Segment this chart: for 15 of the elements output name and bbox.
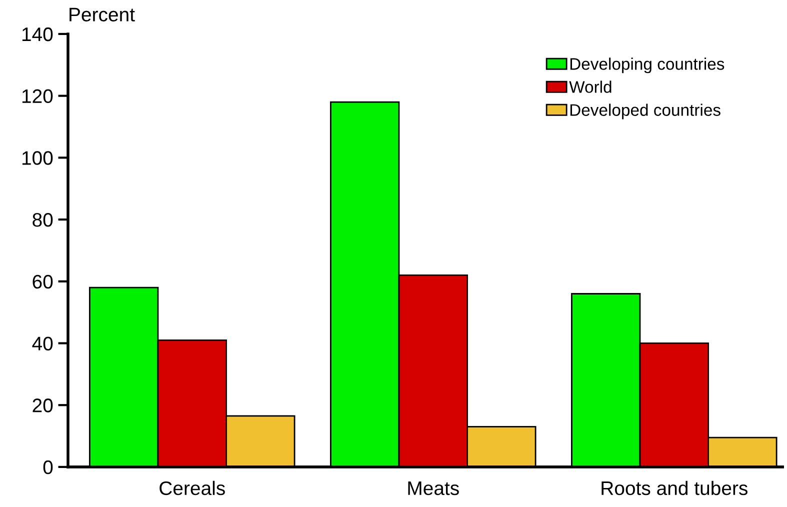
- y-tick-label: 100: [22, 151, 53, 165]
- legend-label: Developing countries: [570, 58, 724, 74]
- legend-label: World: [569, 80, 612, 93]
- y-tick-label: 80: [32, 213, 53, 227]
- x-tick-label: Roots and tubers: [602, 480, 748, 496]
- y-tick-label: 60: [32, 274, 53, 289]
- y-tick-label: 140: [22, 27, 53, 42]
- legend-label: Developed countries: [570, 104, 720, 120]
- x-tick-label: Cereals: [160, 480, 225, 496]
- x-tick-label: Meats: [408, 482, 459, 496]
- y-axis-title: Percent: [70, 8, 135, 22]
- y-tick-label: 120: [22, 89, 53, 104]
- y-tick-label: 40: [32, 336, 53, 350]
- y-tick-label: 20: [32, 398, 53, 412]
- y-tick-label: 0: [43, 460, 53, 474]
